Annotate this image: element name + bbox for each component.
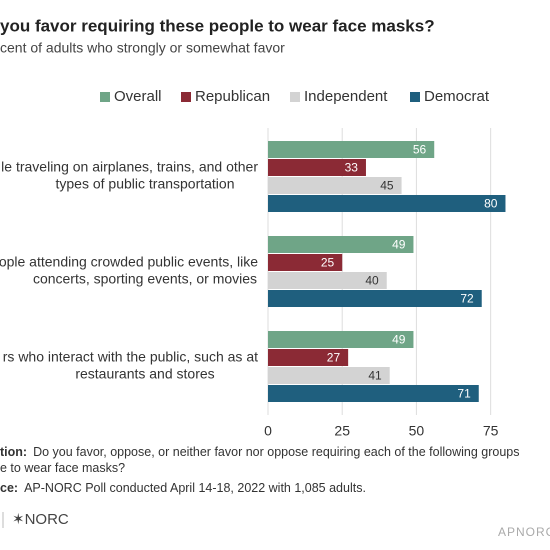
brand: APNORC <box>498 525 550 539</box>
bar <box>268 159 366 176</box>
legend-label: Republican <box>195 88 270 105</box>
value-label: 33 <box>345 161 359 175</box>
footnote-text: Do you favor, oppose, or neither favor n… <box>33 445 519 459</box>
legend-label: Democrat <box>424 88 490 105</box>
bar <box>268 141 435 158</box>
bar <box>268 195 506 212</box>
legend-swatch <box>410 92 420 102</box>
legend-label: Overall <box>114 88 162 105</box>
bar <box>268 272 387 289</box>
bar <box>268 349 349 366</box>
footnote: e to wear face masks? <box>0 461 125 475</box>
x-tick-label: 50 <box>409 423 425 439</box>
footnote: tion: Do you favor, oppose, or neither fa… <box>0 445 520 459</box>
bar <box>268 254 343 271</box>
bar <box>268 290 482 307</box>
value-label: 80 <box>484 197 498 211</box>
x-tick-label: 75 <box>483 423 499 439</box>
value-label: 72 <box>460 292 474 306</box>
bar <box>268 331 414 348</box>
category-label: restaurants and stores <box>75 366 214 382</box>
category-label: ople attending crowded public events, li… <box>0 254 258 270</box>
legend-swatch <box>290 92 300 102</box>
value-label: 40 <box>365 274 379 288</box>
footnote-text: e to wear face masks? <box>0 461 125 475</box>
footnote-text: AP-NORC Poll conducted April 14-18, 2022… <box>24 481 366 495</box>
value-label: 56 <box>413 143 427 157</box>
logo: ✶NORC <box>12 511 69 528</box>
bar <box>268 367 390 384</box>
category-label: rs who interact with the public, such as… <box>3 349 258 365</box>
legend-swatch <box>181 92 191 102</box>
category-label: types of public transportation <box>56 176 235 192</box>
bar <box>268 385 479 402</box>
value-label: 49 <box>392 238 406 252</box>
chart-title: you favor requiring these people to wear… <box>0 16 435 35</box>
value-label: 45 <box>380 179 394 193</box>
legend-swatch <box>100 92 110 102</box>
value-label: 71 <box>457 387 471 401</box>
legend-label: Independent <box>304 88 388 105</box>
category-label: le traveling on airplanes, trains, and o… <box>1 159 258 175</box>
value-label: 41 <box>368 369 382 383</box>
bar <box>268 177 402 194</box>
x-tick-label: 25 <box>334 423 350 439</box>
category-label: concerts, sporting events, or movies <box>33 271 257 287</box>
chart-subtitle: cent of adults who strongly or somewhat … <box>0 40 285 56</box>
value-label: 27 <box>327 351 341 365</box>
footnote-label: ce: <box>0 481 18 495</box>
value-label: 49 <box>392 333 406 347</box>
bar <box>268 236 414 253</box>
x-tick-label: 0 <box>264 423 272 439</box>
value-label: 25 <box>321 256 335 270</box>
footnote-label: tion: <box>0 445 27 459</box>
footnote: ce: AP-NORC Poll conducted April 14-18, 2… <box>0 481 366 495</box>
